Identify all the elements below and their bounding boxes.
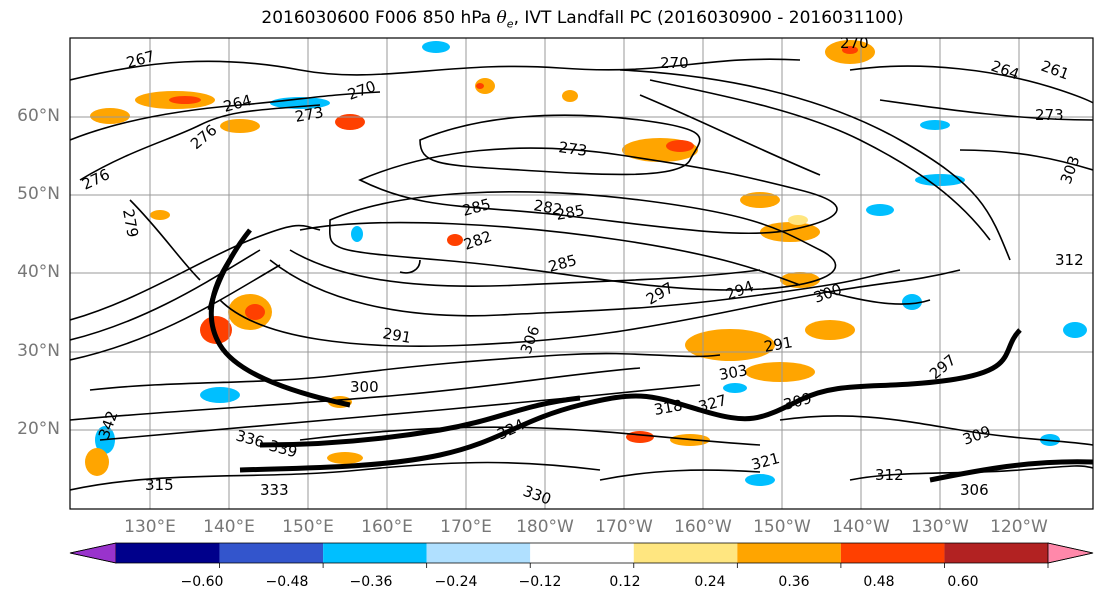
lon-label: 130°W (911, 517, 969, 537)
colorbar-tick-label: 0.60 (947, 574, 979, 590)
colorbar-segment (633, 543, 738, 563)
contour-label: 312 (1055, 251, 1084, 269)
contour-label: 270 (660, 54, 689, 72)
colorbar-tick-label: 0.48 (863, 574, 895, 590)
contour-label: 291 (763, 333, 794, 356)
contour-label: 333 (260, 481, 289, 499)
contour-label: 300 (350, 378, 379, 396)
lat-label: 60°N (17, 106, 60, 126)
colorbar-extend-low (69, 542, 117, 564)
lat-label: 50°N (17, 184, 60, 204)
colorbar-segment (219, 543, 324, 563)
lon-label: 140°W (832, 517, 890, 537)
lat-label: 40°N (17, 262, 60, 282)
contour-label: 273 (557, 138, 588, 160)
colorbar-tick-label: 0.12 (609, 574, 641, 590)
colorbar-segment (530, 543, 634, 563)
colorbar-tick-label: 0.36 (778, 574, 810, 590)
colorbar-extend-high (1047, 542, 1094, 564)
contour-label: 291 (381, 324, 412, 347)
contour-label: 285 (555, 201, 586, 224)
colorbar-segment (116, 543, 220, 563)
lon-label: 150°E (282, 517, 334, 537)
lon-label: 150°W (753, 517, 811, 537)
colorbar-tick-label: −0.60 (180, 574, 224, 590)
contour-label: 279 (119, 208, 142, 239)
colorbar-segment (737, 543, 841, 563)
contour-label: 306 (960, 481, 989, 499)
colorbar (69, 542, 1094, 568)
lat-label: 30°N (17, 341, 60, 361)
lon-label: 140°E (203, 517, 255, 537)
contour-label: 273 (1035, 106, 1064, 124)
lon-label: 160°W (674, 517, 732, 537)
lon-label: 170°W (595, 517, 653, 537)
map-plot-area: 267 264 273 270 276 270 273 273 276 279 … (70, 34, 1093, 509)
lon-label: 180°W (516, 517, 574, 537)
colorbar-tick-label: −0.48 (265, 574, 309, 590)
colorbar-segment (944, 543, 1048, 563)
map-frame (69, 37, 1094, 510)
gridlines (70, 38, 1093, 509)
colorbar-segment (323, 543, 427, 563)
thick-contour-band (207, 228, 1093, 483)
map-title: 2016030600 F006 850 hPa θe, IVT Landfall… (261, 8, 904, 31)
lat-label: 20°N (17, 419, 60, 439)
contour-label: 303 (718, 361, 749, 384)
colorbar-tick-label: 0.24 (694, 574, 726, 590)
contour-label: 312 (875, 466, 904, 484)
lon-label: 120°W (990, 517, 1048, 537)
contour-label: 315 (145, 476, 174, 494)
contour-label: 318 (653, 396, 684, 419)
colorbar-segment (840, 543, 945, 563)
lon-label: 160°E (361, 517, 413, 537)
colorbar-segment (426, 543, 531, 563)
contour-label: 282 (532, 196, 563, 219)
contour-lines (70, 58, 1093, 491)
lon-label: 170°E (440, 517, 492, 537)
colorbar-tick-label: −0.36 (349, 574, 393, 590)
colorbar-outline (69, 542, 1094, 564)
contour-label: 273 (294, 103, 325, 126)
lon-label: 130°E (124, 517, 176, 537)
colorbar-tick-label: −0.24 (434, 574, 478, 590)
colorbar-tick-label: −0.12 (518, 574, 562, 590)
contour-label: 270 (840, 34, 869, 52)
